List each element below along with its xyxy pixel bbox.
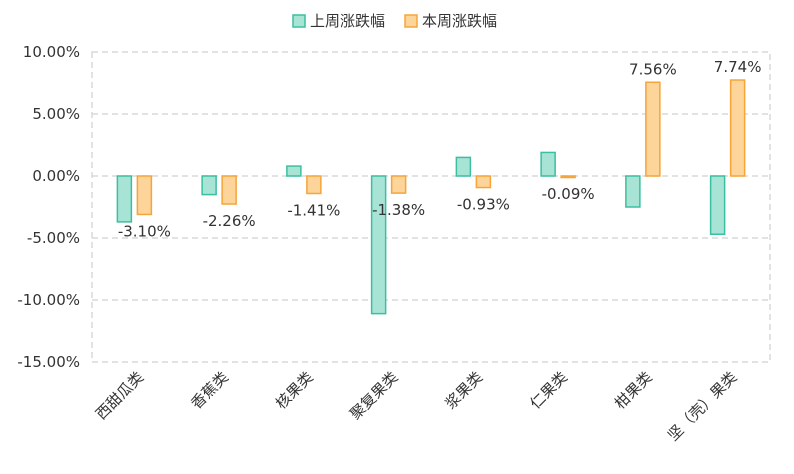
data-label: -0.09%: [542, 185, 595, 203]
bar-this-week: [645, 81, 661, 177]
bar-this-week: [729, 79, 746, 177]
bar-last-week: [709, 175, 726, 236]
y-tick-label: -10.00%: [17, 291, 80, 309]
data-label: -2.26%: [203, 212, 256, 230]
data-label: -1.41%: [287, 201, 340, 219]
category-label: 西甜瓜类: [92, 368, 147, 423]
category-label: 香蕉类: [187, 368, 232, 413]
data-label: 7.74%: [714, 58, 762, 76]
bar-this-week: [475, 175, 492, 189]
data-label: -1.38%: [372, 201, 425, 219]
bar-this-week: [221, 175, 237, 205]
bar-last-week: [370, 175, 387, 315]
legend-swatch: [292, 14, 306, 28]
category-label: 仁果类: [526, 368, 571, 413]
legend-swatch: [404, 14, 418, 28]
category-label: 核果类: [272, 368, 317, 413]
category-label: 柑果类: [611, 368, 656, 413]
y-tick-label: 10.00%: [23, 43, 80, 61]
bar-last-week: [455, 156, 472, 177]
y-tick-label: -15.00%: [17, 353, 80, 371]
bar-last-week: [201, 175, 217, 196]
data-label: -3.10%: [118, 222, 171, 240]
bar-this-week: [306, 175, 322, 195]
legend-label: 本周涨跌幅: [422, 12, 497, 30]
bar-last-week: [625, 175, 641, 208]
bar-last-week: [116, 175, 133, 223]
y-tick-label: -5.00%: [27, 229, 80, 247]
bar-this-week: [390, 175, 407, 194]
data-label: 7.56%: [629, 60, 677, 78]
data-label: -0.93%: [457, 196, 510, 214]
y-tick-label: 5.00%: [32, 105, 80, 123]
bar-this-week: [560, 175, 576, 179]
category-label: 聚复果类: [346, 368, 401, 423]
plot-border: [91, 51, 771, 363]
bar-this-week: [136, 175, 153, 216]
category-label: 坚（壳）果类: [664, 368, 740, 444]
bar-last-week: [540, 151, 556, 177]
legend-label: 上周涨跌幅: [310, 12, 385, 30]
bar-last-week: [286, 165, 302, 177]
category-label: 浆果类: [442, 368, 487, 413]
y-tick-label: 0.00%: [32, 167, 80, 185]
